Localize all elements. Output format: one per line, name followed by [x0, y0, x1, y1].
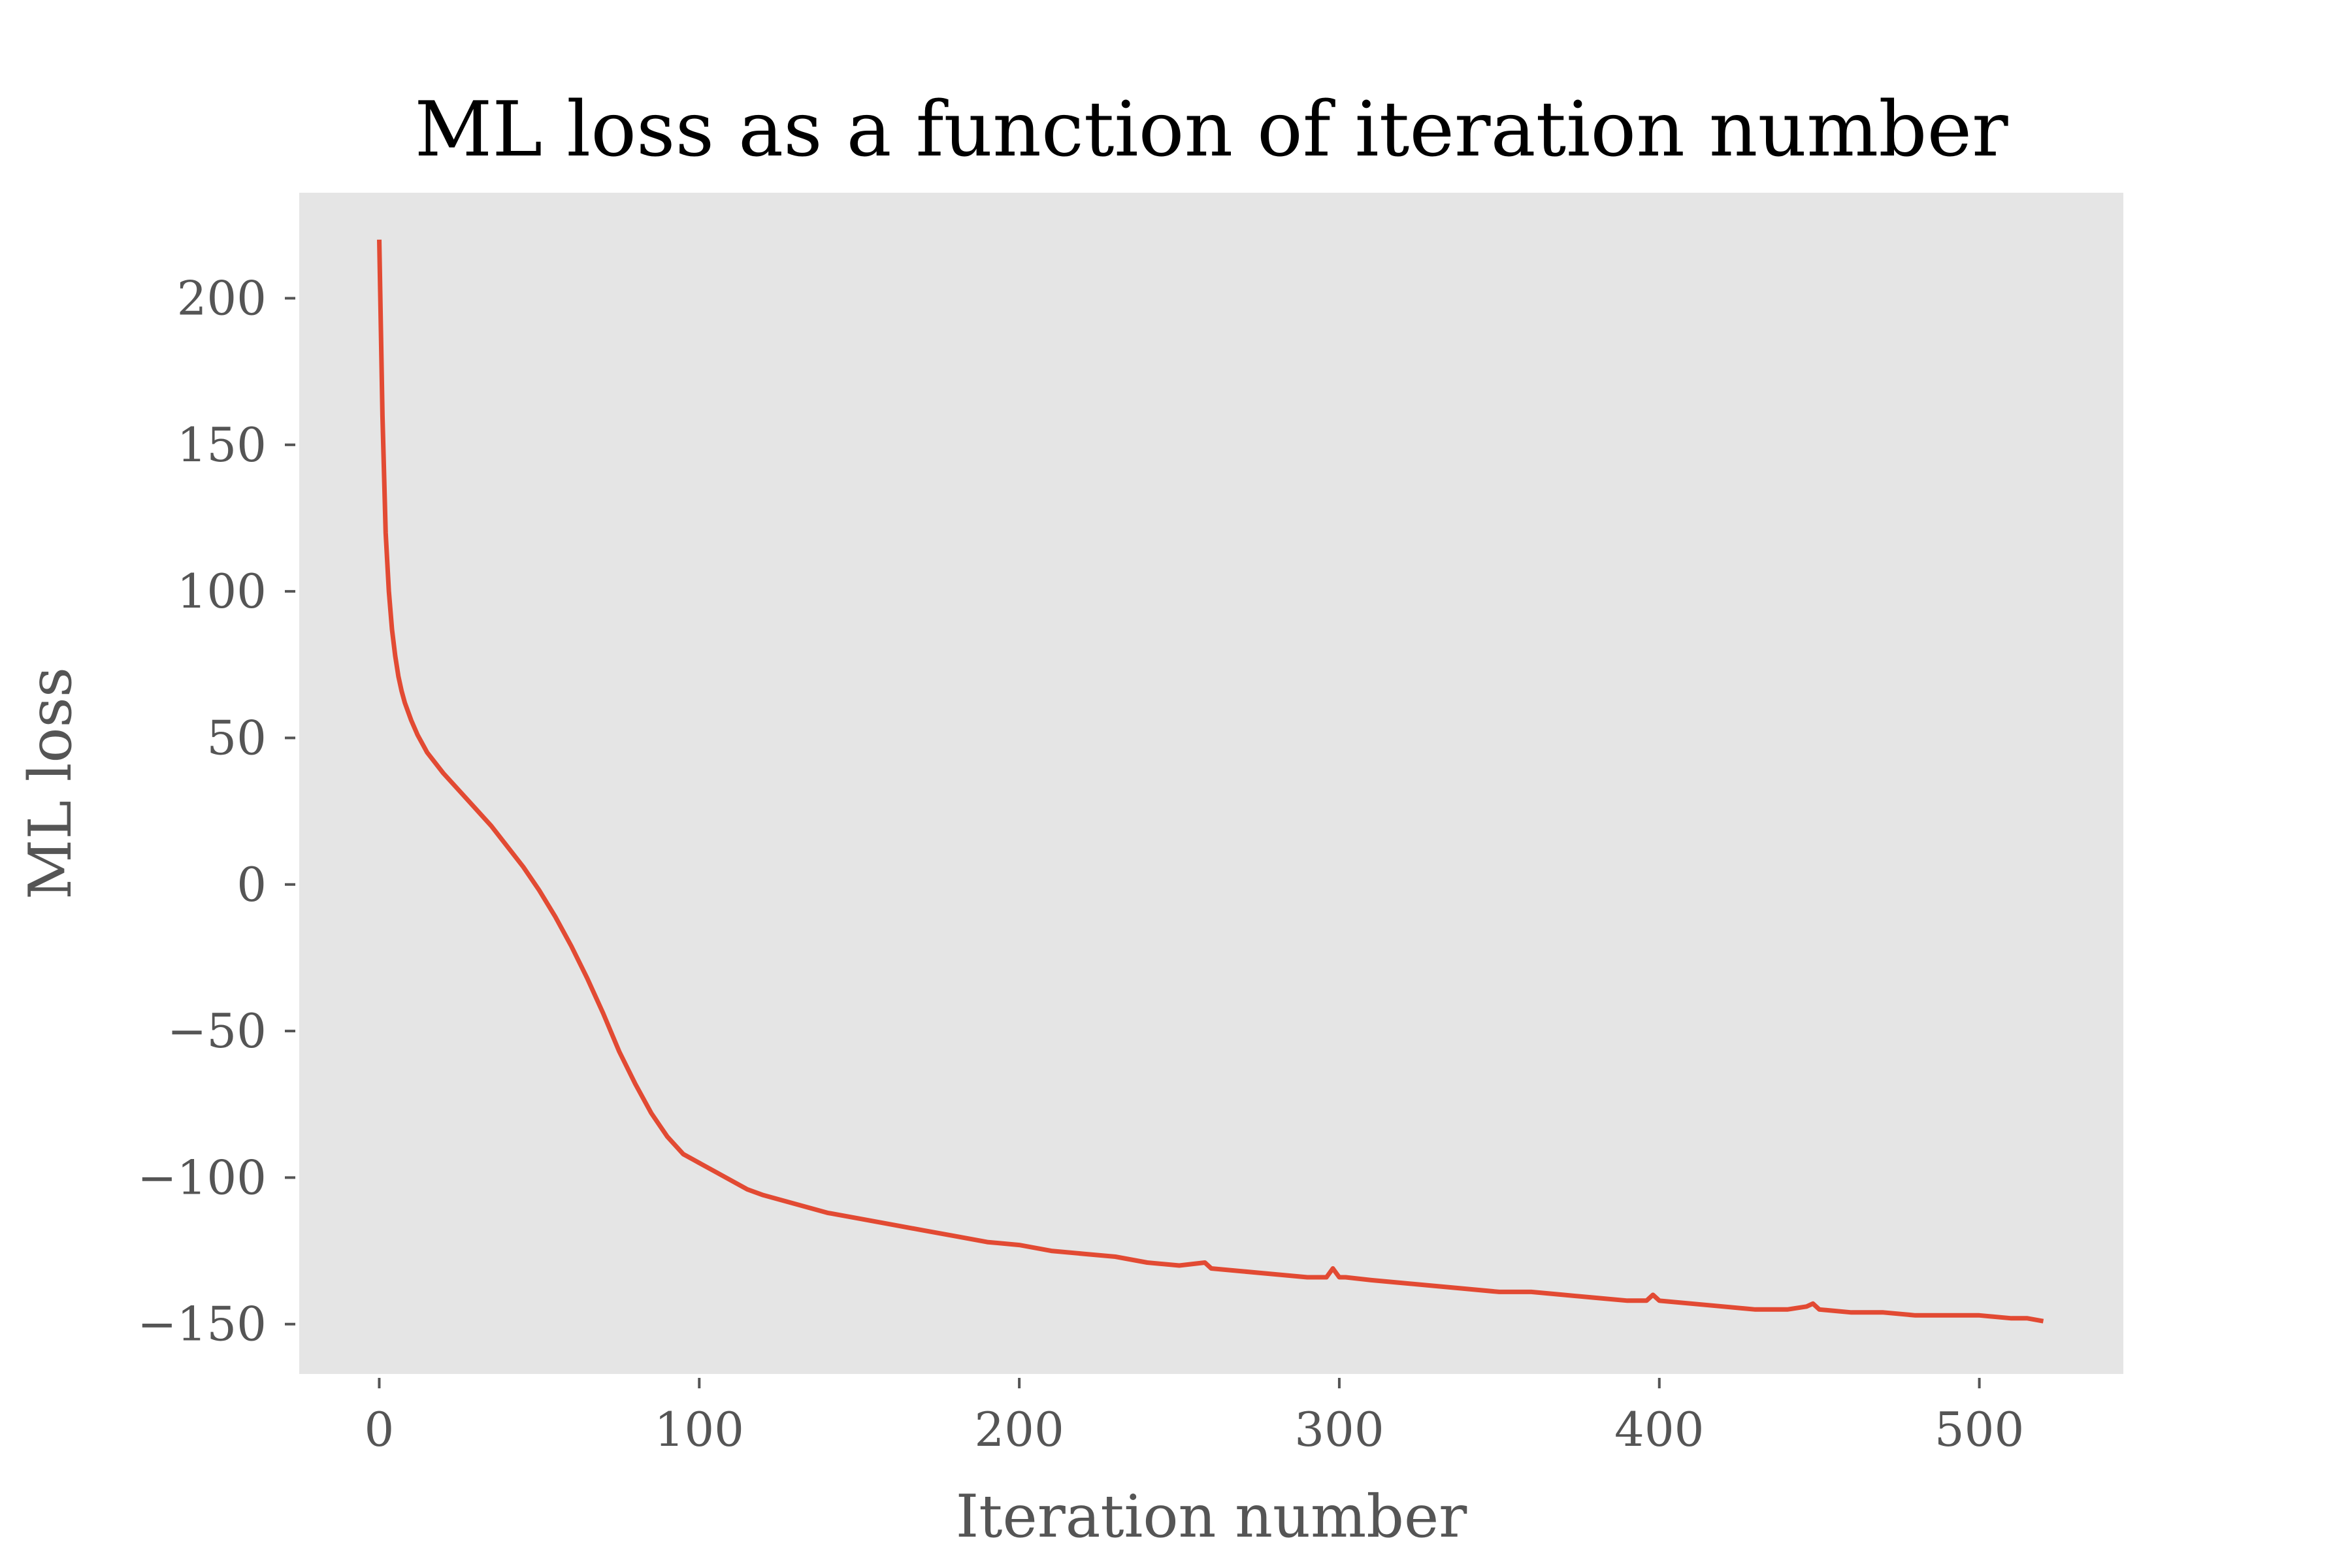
x-tick-label: 100: [655, 1402, 744, 1457]
x-tick-label: 0: [365, 1402, 395, 1457]
chart-title: ML loss as a function of iteration numbe…: [414, 86, 2008, 174]
y-tick-label: 100: [177, 564, 267, 619]
x-tick-label: 200: [974, 1402, 1064, 1457]
y-tick-label: 150: [177, 417, 267, 472]
x-tick-label: 500: [1935, 1402, 2024, 1457]
y-tick-label: −100: [137, 1150, 267, 1205]
x-axis-ticks: 0 100 200 300 400 500: [365, 1378, 2024, 1457]
y-tick-label: 0: [237, 857, 267, 912]
x-tick-label: 300: [1294, 1402, 1384, 1457]
loss-series-line: [377, 239, 2044, 1324]
plot-area-background: [299, 193, 2123, 1374]
y-tick-label: 50: [206, 710, 267, 765]
y-tick-label: 200: [177, 271, 267, 326]
x-axis-title: Iteration number: [956, 1482, 1468, 1551]
y-tick-label: −50: [167, 1004, 267, 1058]
x-tick-label: 400: [1614, 1402, 1704, 1457]
y-axis-title: ML loss: [16, 667, 85, 900]
y-tick-label: −150: [137, 1297, 267, 1352]
y-axis-ticks: 200 150 100 50 0 −50 −100 −150: [137, 271, 295, 1352]
